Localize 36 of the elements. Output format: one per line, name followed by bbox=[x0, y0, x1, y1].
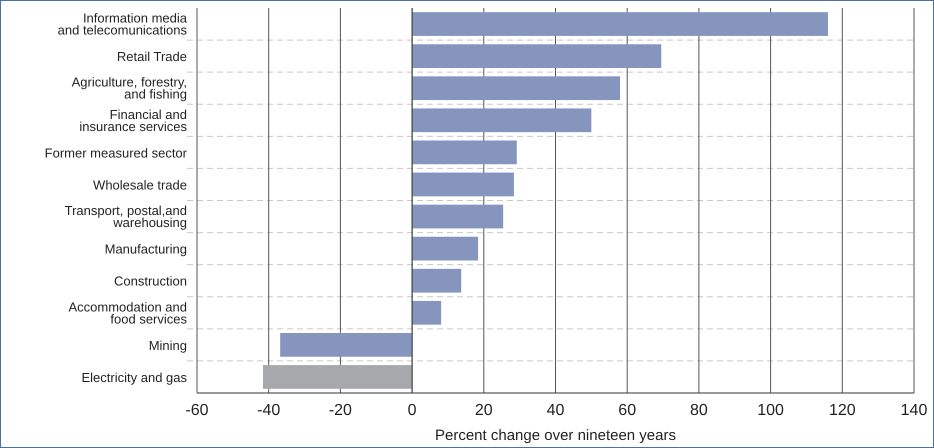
bar bbox=[412, 140, 517, 164]
y-tick-label: Accommodation and food services bbox=[68, 298, 188, 326]
y-tick-label: Manufacturing bbox=[104, 241, 187, 256]
x-tick-label: 40 bbox=[546, 402, 564, 419]
y-tick-label: Agriculture, forestry, and fishing bbox=[72, 74, 187, 102]
x-tick-label: -60 bbox=[185, 402, 209, 419]
y-tick-label: Mining bbox=[148, 337, 187, 352]
x-tick-label: -20 bbox=[328, 402, 352, 419]
bar bbox=[262, 365, 412, 389]
bar bbox=[280, 333, 412, 357]
x-tick-label: 120 bbox=[828, 402, 856, 419]
bar bbox=[412, 300, 442, 325]
x-tick-label: 0 bbox=[408, 402, 417, 419]
bar bbox=[412, 204, 504, 228]
bar bbox=[412, 172, 514, 196]
x-axis-title: Percent change over nineteen years bbox=[435, 427, 676, 444]
y-tick-label: Financial and insurance services bbox=[79, 106, 188, 134]
y-tick-label: Transport, postal,and warehousing bbox=[64, 202, 187, 230]
bar bbox=[412, 268, 462, 293]
x-tick-label: 80 bbox=[690, 402, 708, 419]
x-tick-label: 60 bbox=[618, 402, 636, 419]
y-tick-label: Construction bbox=[114, 273, 187, 288]
y-tick-label: Wholesale trade bbox=[93, 176, 187, 192]
bar bbox=[412, 44, 662, 68]
bar bbox=[412, 76, 620, 100]
bar bbox=[412, 108, 592, 132]
x-tick-label: 20 bbox=[474, 402, 493, 419]
bar bbox=[412, 12, 828, 36]
bar bbox=[412, 236, 478, 260]
y-tick-label: Information media and telecomunications bbox=[58, 10, 188, 38]
y-tick-label: Retail Trade bbox=[116, 48, 187, 64]
y-tick-label: Electricity and gas bbox=[82, 369, 188, 384]
y-tick-label: Former measured sector bbox=[44, 144, 188, 160]
x-tick-label: 100 bbox=[757, 402, 784, 419]
x-tick-label: -40 bbox=[257, 402, 280, 419]
x-tick-label: 140 bbox=[900, 402, 928, 419]
